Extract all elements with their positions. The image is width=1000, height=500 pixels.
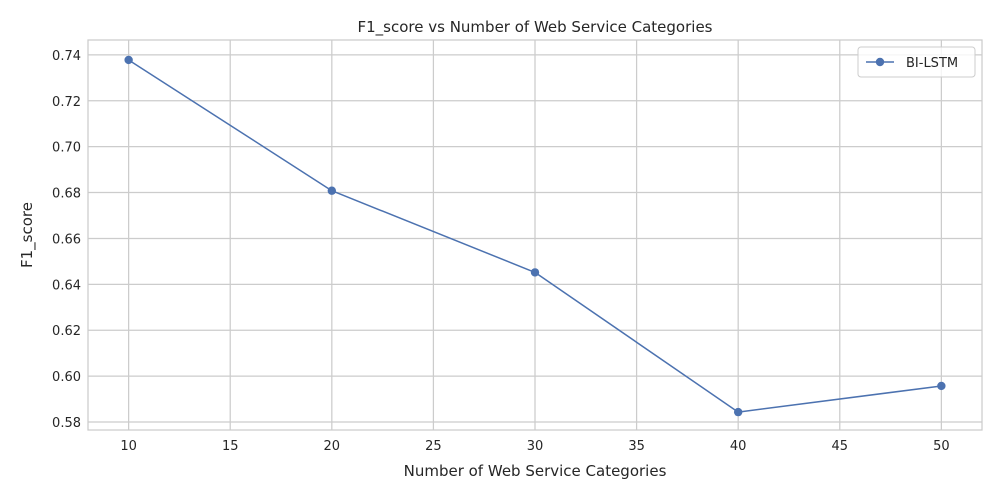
y-tick-label: 0.60 [52,370,81,385]
x-tick-label: 30 [527,439,544,454]
y-axis-label: F1_score [18,202,37,268]
legend-box [857,46,976,78]
grid-lines [88,40,982,430]
legend-marker-swatch [875,57,885,67]
x-tick-label: 10 [120,439,137,454]
x-tick-label: 25 [425,439,442,454]
y-tick-label: 0.62 [52,324,81,339]
legend: BI-LSTM [857,46,976,78]
y-tick-label: 0.70 [52,141,81,156]
data-point [530,268,540,277]
x-tick-label: 15 [222,439,239,454]
y-tick-label: 0.66 [52,232,81,247]
x-tick-label: 50 [933,439,950,454]
data-point [733,407,743,417]
y-tick-label: 0.58 [52,416,81,431]
y-tick-label: 0.68 [52,187,81,202]
x-tick-label: 45 [831,439,848,454]
y-tick-label: 0.74 [52,49,81,64]
x-tick-label: 35 [628,439,645,454]
plot-frame [87,39,983,431]
data-point [937,381,946,391]
data-point [124,55,133,65]
x-tick-label: 40 [730,439,747,454]
chart-title: F1_score vs Number of Web Service Catego… [358,18,713,37]
x-axis-label: Number of Web Service Categories [404,462,667,480]
tick-labels: 10 15 20 25 30 35 40 45 50 0.58 0.60 0.62 0.64 0.66 0.… [52,49,950,454]
y-tick-label: 0.72 [52,95,81,110]
x-tick-label: 20 [324,439,341,454]
series-layer [124,55,946,417]
data-point [327,186,337,195]
y-tick-label: 0.64 [52,278,81,293]
legend-label: BI-LSTM [906,56,958,71]
